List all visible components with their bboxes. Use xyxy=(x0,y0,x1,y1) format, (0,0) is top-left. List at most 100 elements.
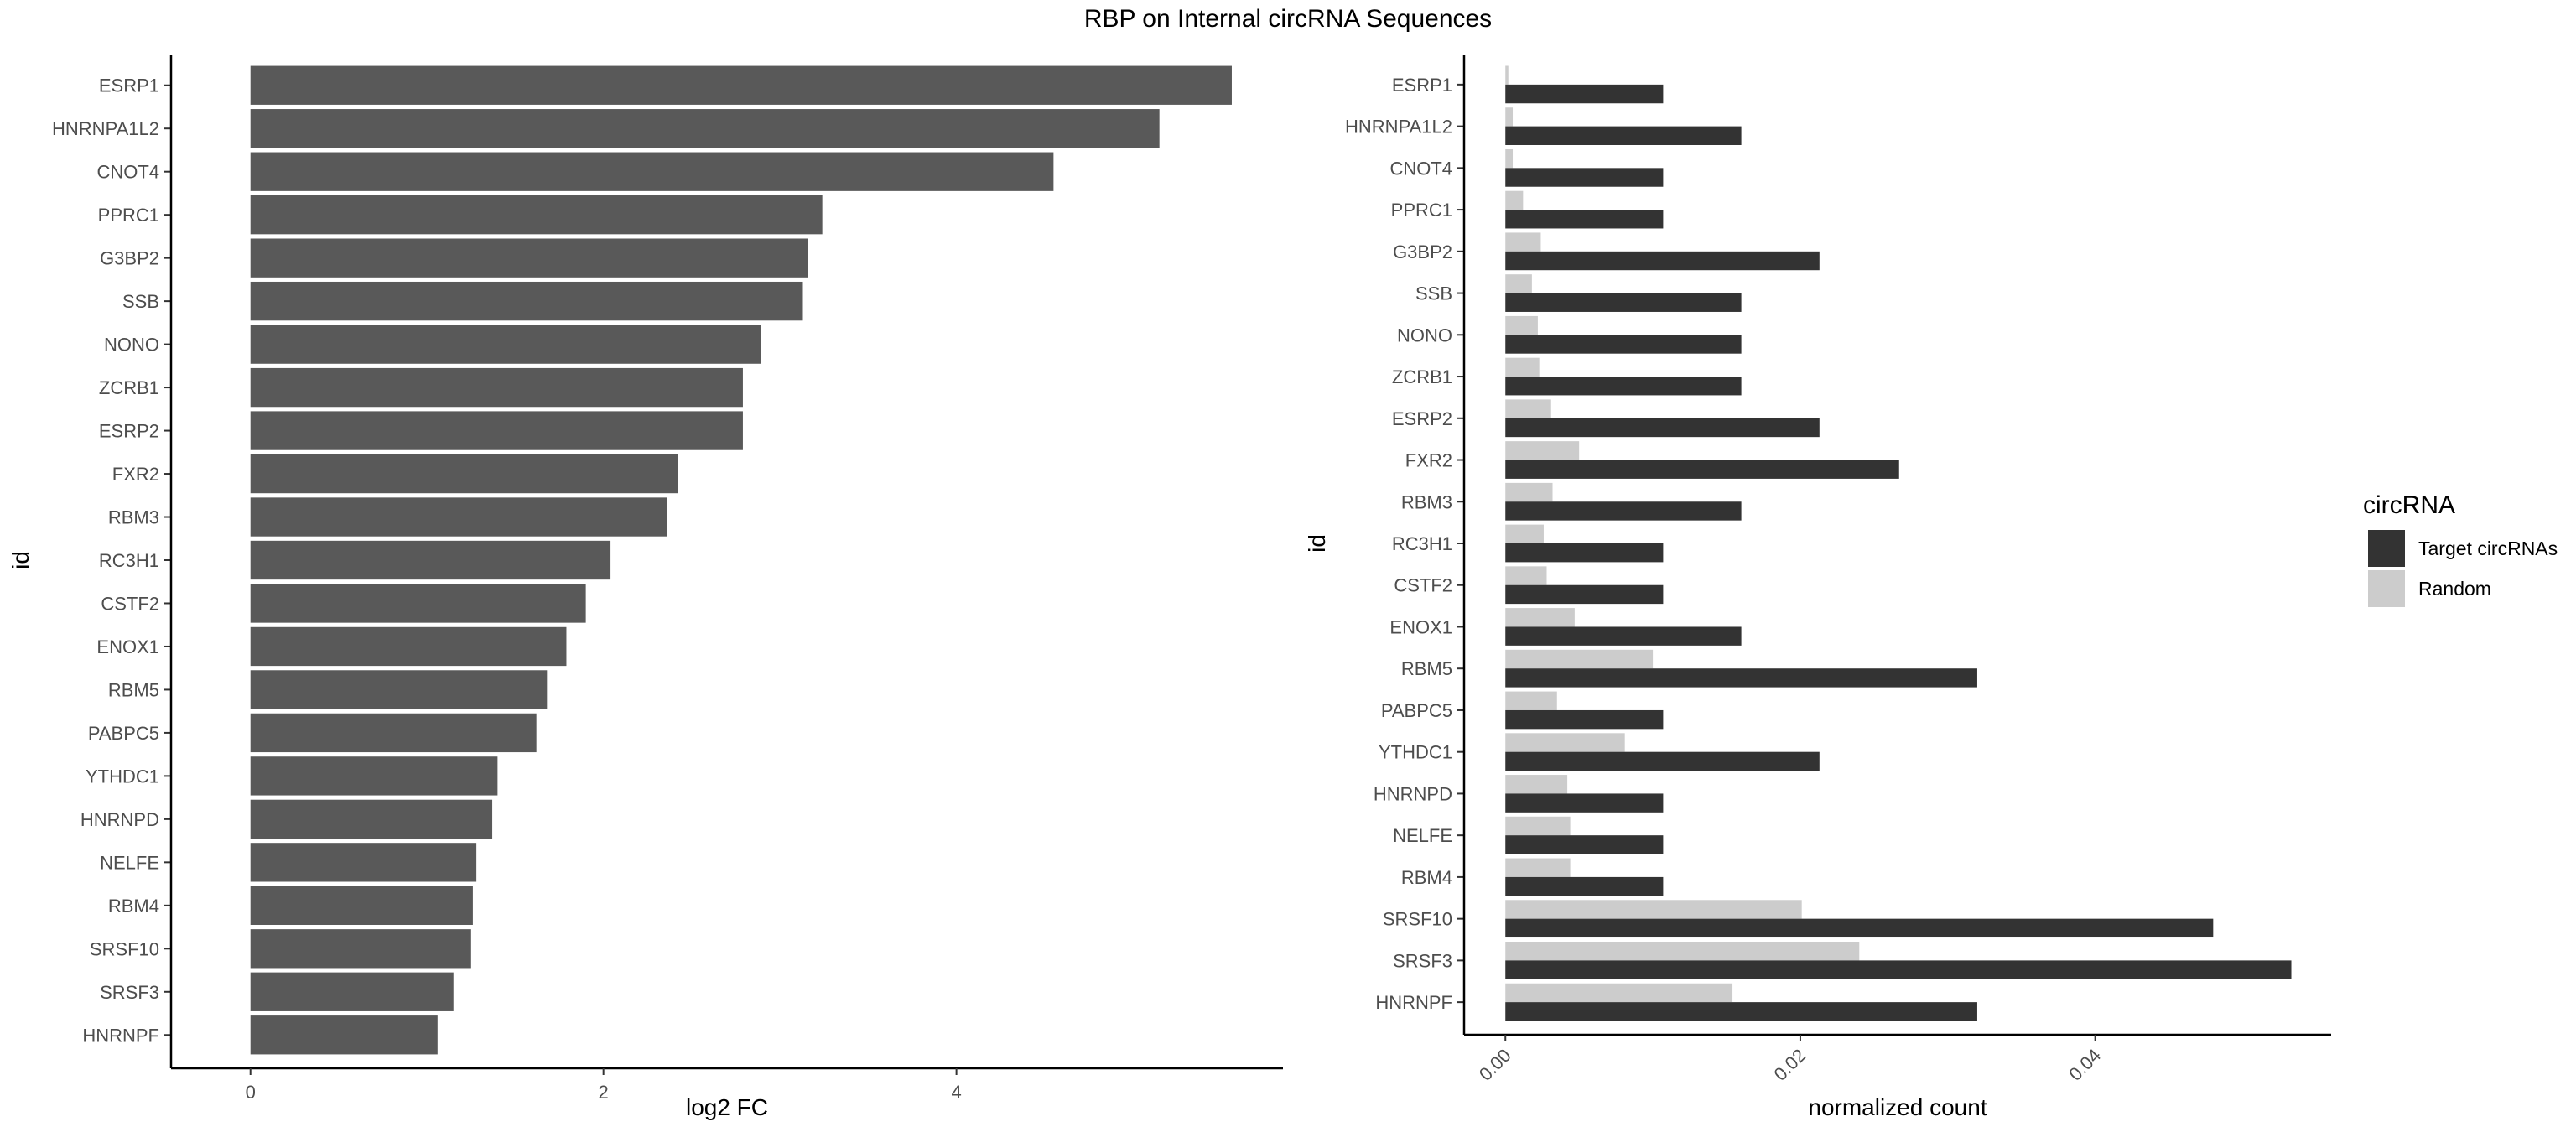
bar-rbm3 xyxy=(250,497,667,537)
bar-random-nono xyxy=(1505,315,1538,335)
y-tick-label-srsf3: SRSF3 xyxy=(100,982,159,1003)
y-tick-label-esrp1: ESRP1 xyxy=(1392,75,1452,96)
bar-srsf10 xyxy=(250,929,471,969)
bar-random-enox1 xyxy=(1505,608,1575,627)
bar-target-esrp2 xyxy=(1505,418,1820,438)
legend-label-random: Random xyxy=(2418,578,2491,600)
bar-random-pprc1 xyxy=(1505,190,1524,210)
y-tick-label-hnrnpa1l2: HNRNPA1L2 xyxy=(52,118,159,139)
y-tick-label-rbm5: RBM5 xyxy=(108,679,159,700)
bar-target-nono xyxy=(1505,335,1742,354)
bar-hnrnpd xyxy=(250,799,493,839)
y-tick-label-pabpc5: PABPC5 xyxy=(1381,700,1452,721)
bar-random-pabpc5 xyxy=(1505,691,1557,710)
x-tick-label-1: 0.02 xyxy=(1770,1045,1810,1085)
y-axis-title: id xyxy=(8,551,34,569)
bar-target-esrp1 xyxy=(1505,84,1664,104)
bar-nono xyxy=(250,325,761,364)
y-tick-label-ythdc1: YTHDC1 xyxy=(86,766,159,787)
y-tick-label-cstf2: CSTF2 xyxy=(101,593,159,614)
y-tick-label-nono: NONO xyxy=(104,335,159,356)
bar-target-fxr2 xyxy=(1505,460,1899,479)
y-tick-label-srsf10: SRSF10 xyxy=(90,938,159,959)
bar-fxr2 xyxy=(250,454,678,494)
panel-normalized-count: ESRP1 HNRNPA1L2 CNOT4 PPRC1 G3BP2 SSB NONO ZCRB… xyxy=(1304,55,2331,1120)
bar-esrp2 xyxy=(250,411,743,450)
bar-random-rc3h1 xyxy=(1505,524,1544,543)
y-tick-label-enox1: ENOX1 xyxy=(1389,616,1452,637)
y-tick-label-pabpc5: PABPC5 xyxy=(88,723,159,744)
y-tick-label-hnrnpf: HNRNPF xyxy=(82,1025,159,1046)
bar-random-rbm4 xyxy=(1505,858,1571,877)
bar-ythdc1 xyxy=(250,756,498,796)
bar-target-rbm4 xyxy=(1505,876,1664,896)
bar-esrp1 xyxy=(250,65,1232,105)
bar-target-hnrnpd xyxy=(1505,793,1664,813)
bar-pprc1 xyxy=(250,195,823,235)
y-tick-label-nelfe: NELFE xyxy=(100,852,159,873)
bar-cnot4 xyxy=(250,152,1054,191)
bar-random-cnot4 xyxy=(1505,148,1514,169)
y-tick-label-srsf3: SRSF3 xyxy=(1393,950,1452,971)
bar-pabpc5 xyxy=(250,713,537,753)
y-tick-label-srsf10: SRSF10 xyxy=(1383,909,1452,930)
bar-target-ssb xyxy=(1505,293,1742,312)
bar-target-hnrnpf xyxy=(1505,1002,1977,1021)
y-axis-title: id xyxy=(1304,534,1330,553)
bar-cstf2 xyxy=(250,584,586,623)
bar-random-ssb xyxy=(1505,274,1532,293)
y-tick-label-pprc1: PPRC1 xyxy=(98,205,159,226)
bar-random-esrp2 xyxy=(1505,399,1551,418)
bar-target-cnot4 xyxy=(1505,168,1664,187)
bar-random-hnrnpd xyxy=(1505,775,1568,794)
y-tick-label-hnrnpa1l2: HNRNPA1L2 xyxy=(1345,117,1452,138)
y-tick-label-zcrb1: ZCRB1 xyxy=(99,377,159,398)
bar-enox1 xyxy=(250,626,567,667)
bar-ssb xyxy=(250,281,803,321)
bar-random-rbm3 xyxy=(1505,482,1553,502)
y-tick-label-g3bp2: G3BP2 xyxy=(1393,242,1452,262)
bar-target-rbm5 xyxy=(1505,668,1977,688)
bar-random-cstf2 xyxy=(1505,566,1547,585)
y-tick-label-fxr2: FXR2 xyxy=(1405,450,1452,471)
bar-target-rc3h1 xyxy=(1505,543,1664,563)
bar-target-hnrnpa1l2 xyxy=(1505,126,1742,145)
x-axis-title: log2 FC xyxy=(686,1094,768,1120)
legend-swatch-target xyxy=(2368,530,2405,567)
bar-zcrb1 xyxy=(250,367,743,408)
bar-target-nelfe xyxy=(1505,835,1664,854)
bar-random-ythdc1 xyxy=(1505,733,1625,752)
bar-rc3h1 xyxy=(250,540,611,580)
bar-rbm5 xyxy=(250,670,548,709)
bar-random-zcrb1 xyxy=(1505,357,1540,377)
y-tick-label-esrp1: ESRP1 xyxy=(99,75,159,96)
y-tick-label-hnrnpd: HNRNPD xyxy=(80,809,159,830)
y-tick-label-rbm4: RBM4 xyxy=(1401,867,1452,888)
y-tick-label-nelfe: NELFE xyxy=(1393,825,1452,846)
bar-target-enox1 xyxy=(1505,626,1742,646)
panel-log2fc: ESRP1 HNRNPA1L2 CNOT4 PPRC1 G3BP2 SSB NONO ZCRB… xyxy=(8,55,1283,1120)
bar-target-cstf2 xyxy=(1505,584,1664,605)
y-tick-label-cnot4: CNOT4 xyxy=(96,162,159,183)
legend-title: circRNA xyxy=(2363,491,2455,519)
bar-random-g3bp2 xyxy=(1505,232,1541,252)
y-tick-label-g3bp2: G3BP2 xyxy=(100,248,159,269)
legend-label-target: Target circRNAs xyxy=(2418,538,2558,559)
y-tick-label-nono: NONO xyxy=(1397,325,1452,345)
legend: circRNA Target circRNAs Random xyxy=(2363,491,2558,607)
x-axis-title: normalized count xyxy=(1808,1094,1987,1120)
bar-target-rbm3 xyxy=(1505,501,1742,521)
y-tick-label-hnrnpd: HNRNPD xyxy=(1374,783,1452,804)
x-tick-label-0: 0.00 xyxy=(1475,1045,1515,1085)
x-tick-label-2: 4 xyxy=(951,1082,961,1103)
y-tick-label-ssb: SSB xyxy=(122,291,159,312)
bar-random-hnrnpa1l2 xyxy=(1505,107,1514,127)
y-tick-label-rbm3: RBM3 xyxy=(1401,491,1452,512)
bar-srsf3 xyxy=(250,972,454,1011)
y-tick-label-zcrb1: ZCRB1 xyxy=(1392,366,1452,387)
bar-target-srsf3 xyxy=(1505,960,2292,979)
x-tick-label-2: 0.04 xyxy=(2064,1045,2105,1085)
bar-random-srsf3 xyxy=(1505,942,1860,961)
y-tick-label-cnot4: CNOT4 xyxy=(1389,158,1452,179)
